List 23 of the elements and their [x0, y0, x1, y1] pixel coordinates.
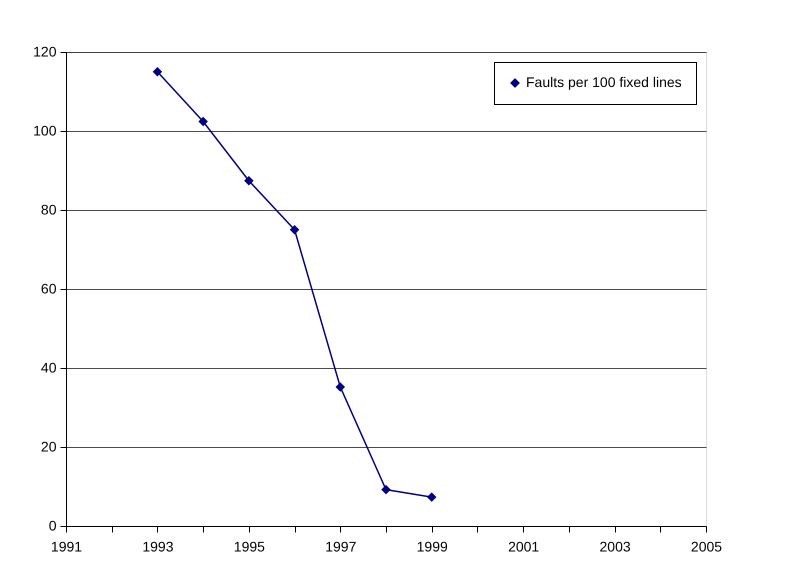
point [381, 484, 391, 494]
x-tick-label: 1999 [416, 538, 448, 554]
point [198, 116, 208, 126]
x-tick-label: 1991 [50, 538, 82, 554]
x-tick-label: 2005 [690, 538, 722, 554]
point [290, 225, 300, 234]
y-tick-label: 0 [48, 518, 57, 534]
point [426, 492, 436, 502]
legend-label: Faults per 100 fixed lines [526, 74, 682, 90]
y-tick-label: 80 [40, 202, 57, 218]
y-tick-label: 20 [40, 438, 57, 454]
y-tick-label: 40 [40, 360, 57, 376]
y-tick-label: 100 [33, 122, 57, 138]
point [152, 67, 162, 76]
x-tick-label: 1993 [142, 538, 174, 554]
x-tick-label: 1995 [234, 538, 266, 554]
x-tick-label: 1997 [325, 538, 357, 554]
x-tick-label: 2003 [599, 538, 631, 554]
y-tick-label: 60 [40, 280, 57, 296]
point [244, 176, 254, 186]
y-tick-label: 120 [33, 44, 57, 60]
point [336, 382, 346, 392]
x-tick-label: 2001 [508, 538, 540, 554]
